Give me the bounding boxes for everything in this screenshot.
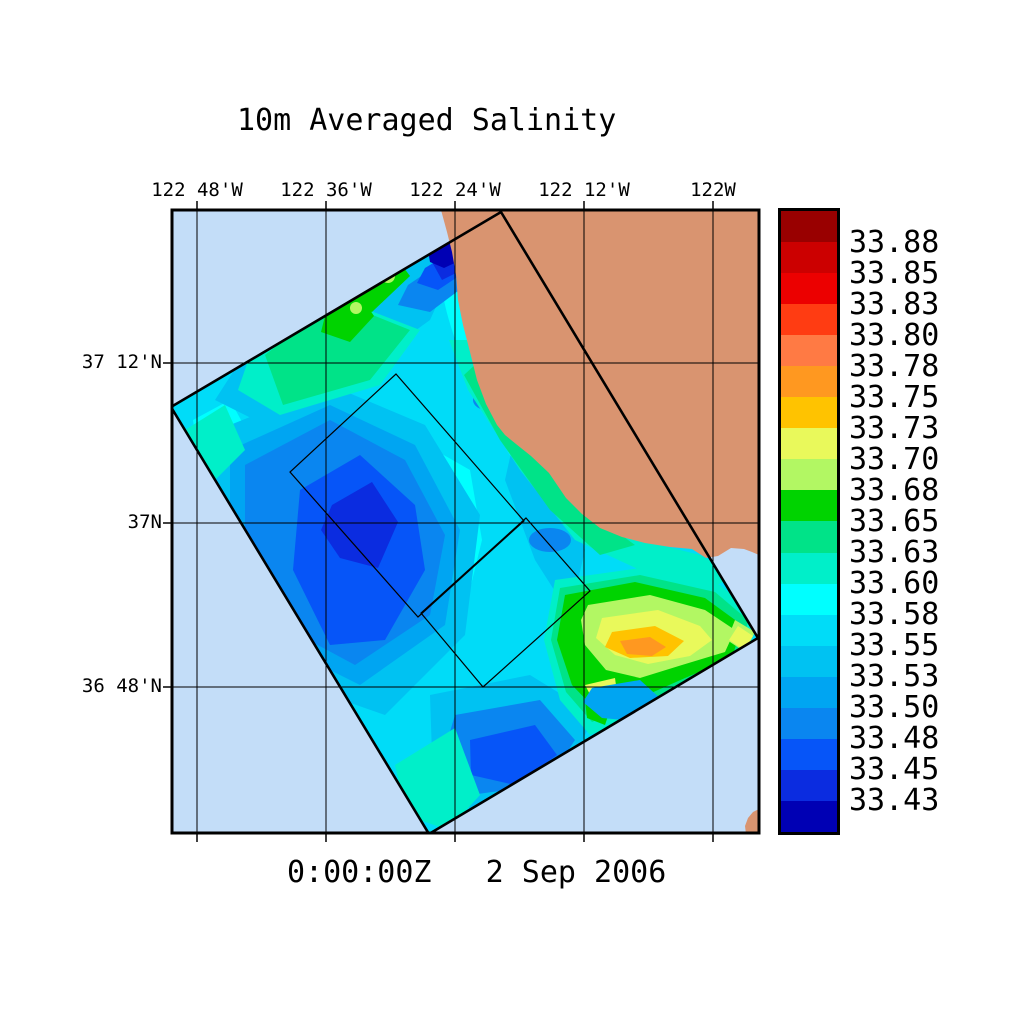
colorbar bbox=[778, 208, 840, 835]
colorbar-segment bbox=[781, 428, 837, 460]
land-mass bbox=[441, 210, 759, 558]
contour-blob bbox=[395, 728, 480, 830]
colorbar-segment bbox=[781, 583, 837, 615]
colorbar-swatches bbox=[781, 211, 837, 832]
axis-ticks bbox=[163, 201, 714, 842]
y-tick-label: 36 48'N bbox=[81, 675, 162, 697]
colorbar-segment bbox=[781, 335, 837, 367]
y-tick-label: 37N bbox=[127, 511, 162, 533]
contour-blob bbox=[350, 302, 362, 314]
colorbar-segment bbox=[781, 614, 837, 646]
grid-lines bbox=[172, 210, 759, 833]
colorbar-segment bbox=[781, 397, 837, 429]
colorbar-segment bbox=[781, 366, 837, 398]
colorbar-segment bbox=[781, 490, 837, 522]
land-peninsula bbox=[745, 809, 759, 833]
domain-outline-group bbox=[172, 210, 759, 833]
colorbar-segment bbox=[781, 769, 837, 801]
model-domain-outline bbox=[172, 210, 759, 833]
contour-blob bbox=[620, 637, 666, 656]
colorbar-segment bbox=[781, 211, 837, 243]
colorbar-segment bbox=[781, 273, 837, 305]
land-group bbox=[441, 210, 759, 833]
x-tick-label: 122 12'W bbox=[538, 179, 630, 201]
colorbar-segment bbox=[781, 800, 837, 832]
plot-title: 10m Averaged Salinity bbox=[237, 103, 617, 138]
x-tick-label: 122 24'W bbox=[409, 179, 501, 201]
x-tick-label: 122 48'W bbox=[151, 179, 243, 201]
plot-frame bbox=[170, 208, 761, 835]
colorbar-segment bbox=[781, 304, 837, 336]
colorbar-segment bbox=[781, 676, 837, 708]
colorbar-segment bbox=[781, 707, 837, 739]
timestamp-label: 0:00:00Z 2 Sep 2006 bbox=[287, 855, 667, 890]
contour-blob bbox=[321, 482, 398, 568]
colorbar-segment bbox=[781, 645, 837, 677]
colorbar-segment bbox=[781, 521, 837, 553]
y-tick-label: 37 12'N bbox=[81, 351, 162, 373]
contour-blob bbox=[265, 300, 410, 405]
colorbar-segment bbox=[781, 738, 837, 770]
colorbar-segment bbox=[781, 242, 837, 274]
contour-blob bbox=[529, 528, 571, 552]
contour-blob bbox=[505, 435, 585, 615]
subdomain-rectangle-1 bbox=[289, 373, 525, 618]
colorbar-segment bbox=[781, 459, 837, 491]
colorbar-segment bbox=[781, 552, 837, 584]
x-tick-label: 122 36'W bbox=[280, 179, 372, 201]
x-tick-label: 122W bbox=[690, 179, 736, 201]
